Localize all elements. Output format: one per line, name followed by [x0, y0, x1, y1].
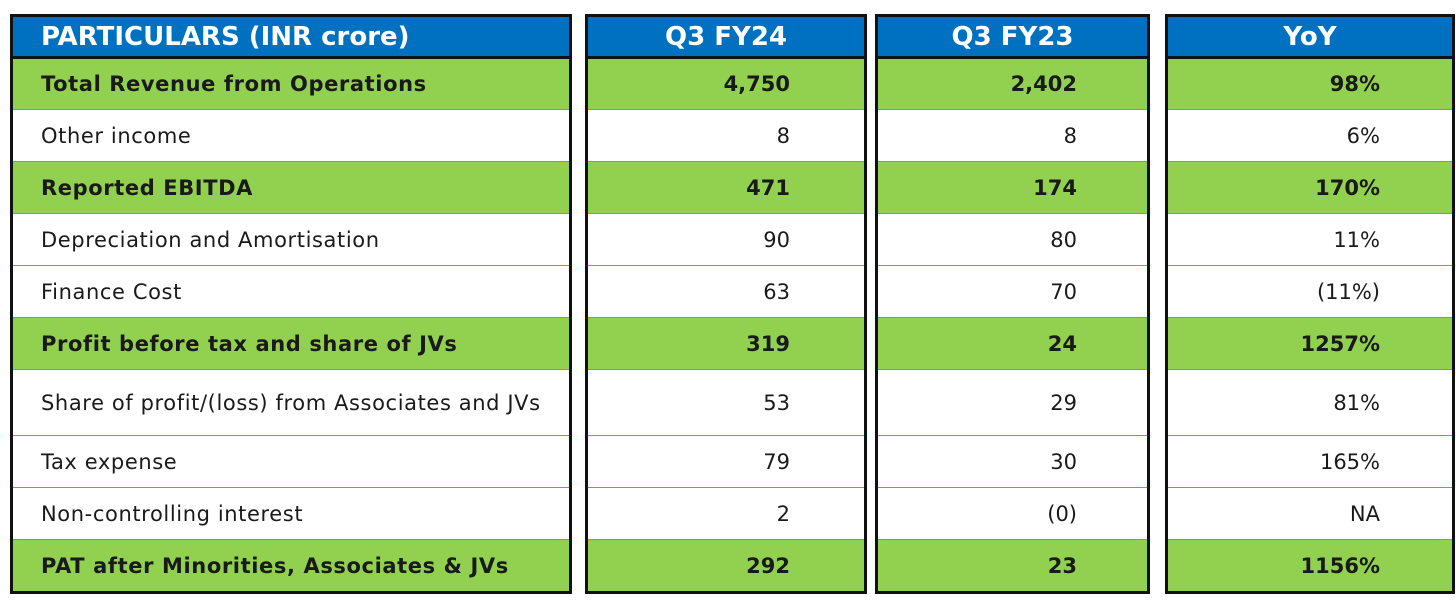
q3fy24-value: 53 — [588, 370, 864, 436]
q3fy24-value: 90 — [588, 214, 864, 266]
yoy-value: 1156% — [1168, 540, 1452, 591]
q3fy23-value: 24 — [878, 318, 1147, 370]
yoy-value: 81% — [1168, 370, 1452, 436]
yoy-value: 11% — [1168, 214, 1452, 266]
row-label: Profit before tax and share of JVs — [13, 318, 569, 370]
q3fy23-value: 70 — [878, 266, 1147, 318]
particulars-column: PARTICULARS (INR crore) Total Revenue fr… — [10, 14, 572, 594]
q3fy24-value: 319 — [588, 318, 864, 370]
q3fy23-value: 80 — [878, 214, 1147, 266]
yoy-value: 165% — [1168, 436, 1452, 488]
q3fy23-value: 174 — [878, 162, 1147, 214]
yoy-header: YoY — [1168, 17, 1452, 59]
row-label: Reported EBITDA — [13, 162, 569, 214]
q3fy23-value: 29 — [878, 370, 1147, 436]
row-label: Total Revenue from Operations — [13, 59, 569, 110]
q3fy24-header: Q3 FY24 — [588, 17, 864, 59]
q3fy23-value: 8 — [878, 110, 1147, 162]
yoy-value: 6% — [1168, 110, 1452, 162]
row-label: Finance Cost — [13, 266, 569, 318]
q3fy24-value: 8 — [588, 110, 864, 162]
yoy-value: 170% — [1168, 162, 1452, 214]
q3fy24-value: 63 — [588, 266, 864, 318]
q3fy24-column: Q3 FY24 4,750 8 471 90 63 319 53 79 2 29… — [585, 14, 867, 594]
q3fy24-value: 79 — [588, 436, 864, 488]
q3fy23-value: 2,402 — [878, 59, 1147, 110]
row-label: Other income — [13, 110, 569, 162]
particulars-header: PARTICULARS (INR crore) — [13, 17, 569, 59]
q3fy24-value: 2 — [588, 488, 864, 540]
q3fy23-value: 30 — [878, 436, 1147, 488]
row-label: PAT after Minorities, Associates & JVs — [13, 540, 569, 591]
yoy-value: NA — [1168, 488, 1452, 540]
yoy-value: 1257% — [1168, 318, 1452, 370]
yoy-value: (11%) — [1168, 266, 1452, 318]
q3fy23-column: Q3 FY23 2,402 8 174 80 70 24 29 30 (0) 2… — [875, 14, 1150, 594]
row-label: Tax expense — [13, 436, 569, 488]
q3fy24-value: 4,750 — [588, 59, 864, 110]
row-label: Non-controlling interest — [13, 488, 569, 540]
q3fy24-value: 471 — [588, 162, 864, 214]
yoy-column: YoY 98% 6% 170% 11% (11%) 1257% 81% 165%… — [1165, 14, 1455, 594]
q3fy23-value: 23 — [878, 540, 1147, 591]
yoy-value: 98% — [1168, 59, 1452, 110]
row-label: Depreciation and Amortisation — [13, 214, 569, 266]
q3fy23-header: Q3 FY23 — [878, 17, 1147, 59]
row-label: Share of profit/(loss) from Associates a… — [13, 370, 569, 436]
q3fy24-value: 292 — [588, 540, 864, 591]
q3fy23-value: (0) — [878, 488, 1147, 540]
